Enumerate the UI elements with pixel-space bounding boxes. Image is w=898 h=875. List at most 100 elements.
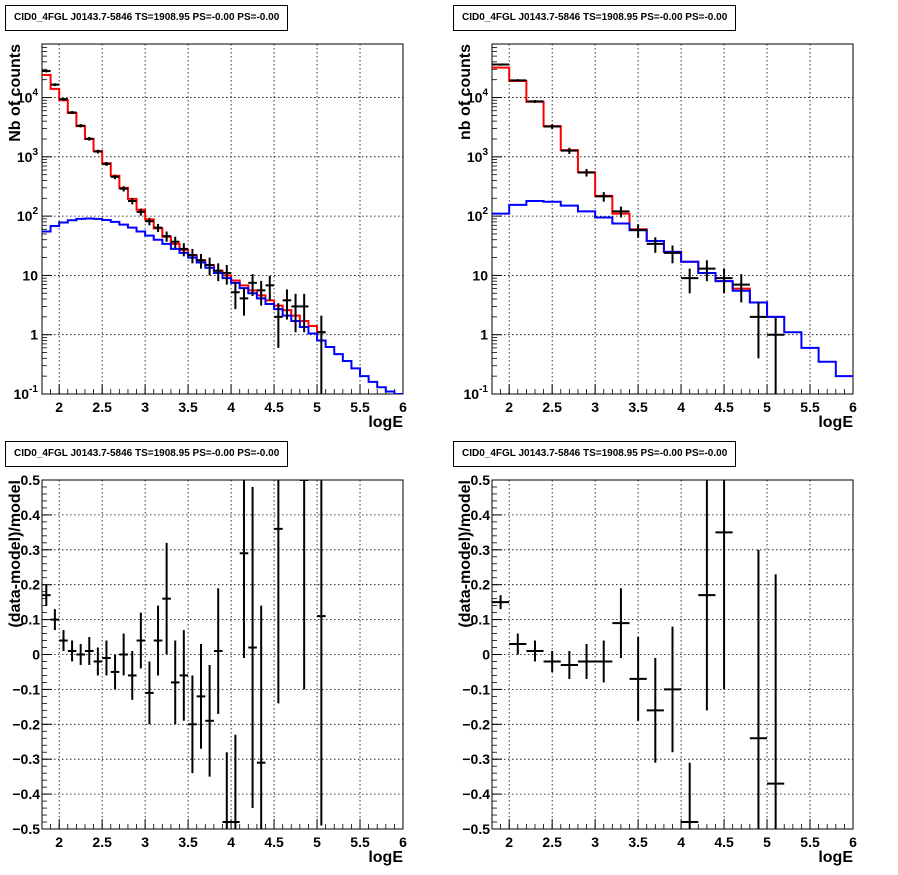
data-point <box>291 293 300 333</box>
data-point <box>282 289 292 320</box>
x-axis-label: logE <box>818 849 853 866</box>
y-tick-label: 0.5 <box>471 472 491 488</box>
x-tick-label: 3 <box>141 399 149 415</box>
y-tick-label: 10-1 <box>464 384 489 402</box>
data-point <box>50 609 60 631</box>
data-point <box>543 124 561 129</box>
data-point <box>767 574 785 829</box>
data-point <box>102 640 111 676</box>
data-point <box>222 752 232 829</box>
y-tick-label: 0 <box>482 647 490 663</box>
data-point <box>84 637 94 665</box>
x-tick-label: 2.5 <box>92 834 112 850</box>
y-tick-label: 0.3 <box>471 542 491 558</box>
data-point <box>767 317 785 394</box>
y-tick-label: −0.5 <box>462 821 490 837</box>
data-point <box>76 644 85 665</box>
data-point <box>188 248 197 264</box>
data-point <box>629 637 647 721</box>
x-tick-label: 2.5 <box>542 834 562 850</box>
data-point <box>612 588 630 658</box>
data-point <box>153 223 163 232</box>
x-tick-label: 5.5 <box>800 834 820 850</box>
data-point <box>239 480 249 658</box>
data-point <box>67 640 77 662</box>
data-point <box>492 595 510 610</box>
data-point <box>595 192 613 202</box>
data-point <box>170 640 180 725</box>
plot-panel-4: 2 2.5 3 3.5 4 4.5 5 5.5 6 −0.5 −0.4 −0.3 −0.2 −0.1 0 0.… <box>457 472 857 866</box>
plot-frame <box>491 479 854 830</box>
x-tick-label: 4 <box>227 834 235 850</box>
data-point <box>629 224 647 238</box>
x-tick-label: 3 <box>591 399 599 415</box>
data-point <box>179 630 189 721</box>
data-point <box>170 236 180 249</box>
y-tick-label: −0.1 <box>12 681 40 697</box>
x-tick-label: 5.5 <box>350 399 370 415</box>
data-point <box>196 253 206 269</box>
data-point <box>239 288 249 316</box>
data-point <box>526 640 544 662</box>
y-tick-label: −0.1 <box>462 681 490 697</box>
data-point <box>119 633 128 676</box>
x-tick-label: 2.5 <box>92 399 112 415</box>
x-tick-label: 6 <box>399 834 407 850</box>
x-tick-label: 2 <box>505 399 513 415</box>
data-point <box>222 264 232 285</box>
plot-frame <box>491 43 854 395</box>
data-point <box>732 274 750 303</box>
x-tick-label: 5 <box>763 834 771 850</box>
x-tick-label: 6 <box>399 399 407 415</box>
data-point <box>663 245 682 264</box>
data-point <box>663 626 682 753</box>
plot-frame <box>41 43 404 395</box>
data-point <box>248 486 257 809</box>
x-tick-label: 2.5 <box>542 399 562 415</box>
data-point <box>59 630 68 652</box>
y-tick-label: 0.5 <box>21 472 41 488</box>
model-total-step-line <box>42 74 326 334</box>
y-tick-label: 0.4 <box>471 507 491 523</box>
y-tick-label: 1 <box>480 327 488 343</box>
data-point <box>205 664 214 777</box>
y-tick-label: 0.4 <box>21 507 41 523</box>
x-axis-label: logE <box>818 414 853 431</box>
data-point <box>153 605 163 676</box>
panel-title-2: CID0_4FGL J0143.7-5846 TS=1908.95 PS=-0.… <box>453 5 737 31</box>
data-point <box>231 282 240 310</box>
y-tick-label: 0 <box>32 647 40 663</box>
x-tick-label: 3.5 <box>178 834 198 850</box>
plot-frame <box>41 479 404 830</box>
data-point <box>93 647 103 676</box>
data-point <box>509 633 527 655</box>
y-tick-label: 0.3 <box>21 542 41 558</box>
x-tick-label: 4.5 <box>264 834 284 850</box>
x-tick-label: 2 <box>55 834 63 850</box>
data-point <box>749 301 768 359</box>
data-point <box>179 243 189 257</box>
y-tick-label: 104 <box>17 88 39 106</box>
x-tick-label: 3 <box>591 834 599 850</box>
y-tick-label: 104 <box>467 88 489 106</box>
data-point <box>213 588 223 714</box>
data-point <box>577 644 596 679</box>
y-tick-label: −0.3 <box>12 751 40 767</box>
x-tick-label: 5 <box>313 399 321 415</box>
data-point <box>509 79 527 82</box>
data-point <box>256 280 266 306</box>
data-point <box>59 97 68 101</box>
data-point <box>162 542 171 655</box>
x-tick-label: 4.5 <box>714 399 734 415</box>
x-tick-label: 5 <box>313 834 321 850</box>
data-point <box>256 605 266 829</box>
x-tick-label: 6 <box>849 834 857 850</box>
data-point <box>248 274 257 296</box>
data-point <box>299 293 309 333</box>
data-point <box>595 640 613 683</box>
y-tick-label: 10 <box>22 267 38 283</box>
x-tick-label: 5.5 <box>800 399 820 415</box>
y-tick-label: 10 <box>472 267 488 283</box>
data-point <box>231 734 240 829</box>
data-point <box>145 217 154 226</box>
